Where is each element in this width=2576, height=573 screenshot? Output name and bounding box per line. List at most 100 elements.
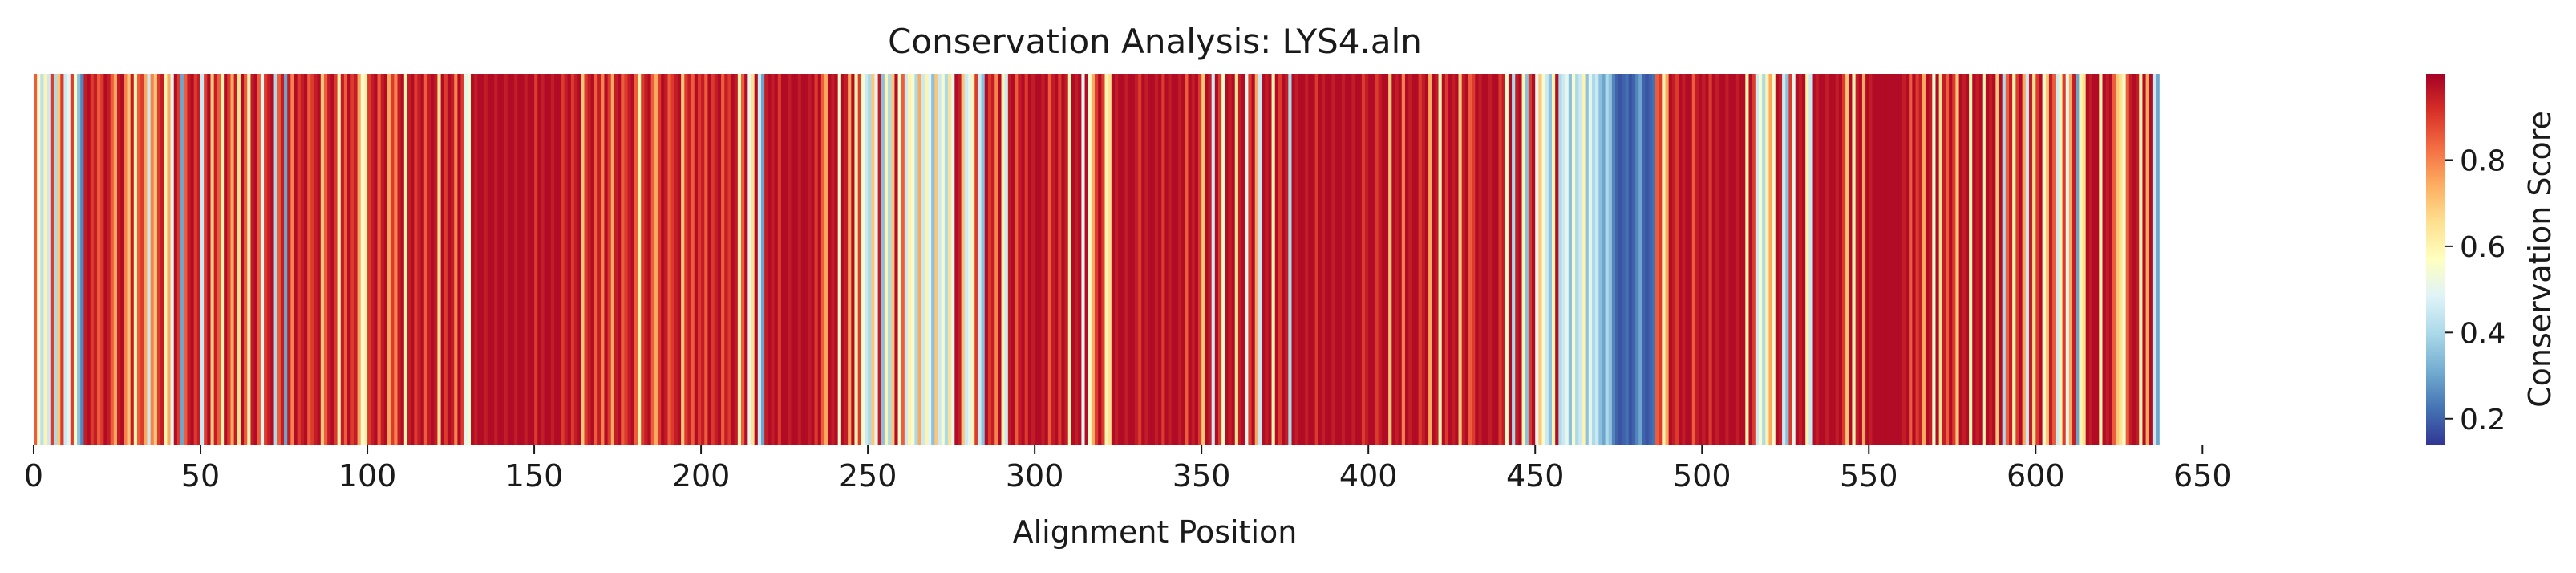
heatmap-cell — [794, 74, 799, 445]
heatmap-cell — [1007, 74, 1012, 445]
heatmap-cell — [764, 74, 768, 445]
colorbar-tick-label: 0.6 — [2460, 231, 2505, 264]
heatmap-cell — [2145, 74, 2150, 445]
heatmap-cell — [1648, 74, 1653, 445]
heatmap-cell — [1829, 74, 1833, 445]
heatmap-cell — [1071, 74, 1075, 445]
heatmap-cell — [113, 74, 118, 445]
heatmap-cell — [1755, 74, 1760, 445]
heatmap-cell — [280, 74, 285, 445]
heatmap-cell — [217, 74, 221, 445]
heatmap-cell — [804, 74, 808, 445]
heatmap-cell — [607, 74, 612, 445]
heatmap-cell — [360, 74, 365, 445]
heatmap-cell — [394, 74, 399, 445]
heatmap-cell — [724, 74, 728, 445]
heatmap-cell — [788, 74, 792, 445]
heatmap-cell — [1925, 74, 1930, 445]
x-tick-label: 500 — [1673, 458, 1732, 494]
heatmap-cell — [107, 74, 111, 445]
heatmap-cell — [257, 74, 261, 445]
heatmap-cell — [494, 74, 498, 445]
heatmap-cell — [1605, 74, 1610, 445]
heatmap-cell — [1571, 74, 1576, 445]
heatmap-cell — [964, 74, 969, 445]
heatmap-cell — [1138, 74, 1142, 445]
heatmap-cell — [1585, 74, 1590, 445]
heatmap-cell — [1058, 74, 1063, 445]
heatmap-cell — [917, 74, 922, 445]
heatmap-cell — [1815, 74, 1820, 445]
heatmap-cell — [1805, 74, 1809, 445]
heatmap-cell — [484, 74, 488, 445]
heatmap-cell — [1161, 74, 1165, 445]
heatmap-cell — [1325, 74, 1329, 445]
heatmap-cell — [888, 74, 892, 445]
heatmap-cell — [2079, 74, 2084, 445]
heatmap-cell — [1665, 74, 1670, 445]
heatmap-cell — [1999, 74, 2003, 445]
heatmap-cell — [2028, 74, 2033, 445]
heatmap-cell — [447, 74, 452, 445]
heatmap-cell — [1111, 74, 1116, 445]
heatmap-cell — [1348, 74, 1352, 445]
heatmap-cell — [1158, 74, 1162, 445]
heatmap-cell — [504, 74, 508, 445]
heatmap-cell — [944, 74, 949, 445]
x-axis: 0 50 100 150 200 250 300 350 400 450 500 550 600 650 — [24, 445, 2232, 494]
heatmap-cell — [958, 74, 962, 445]
heatmap-cell — [554, 74, 558, 445]
heatmap-cell — [227, 74, 232, 445]
heatmap-cell — [2035, 74, 2040, 445]
heatmap-cell — [1021, 74, 1026, 445]
heatmap-cell — [193, 74, 198, 445]
heatmap-cell — [1027, 74, 1032, 445]
heatmap-cell — [2072, 74, 2076, 445]
heatmap-cell — [1795, 74, 1800, 445]
heatmap-cell — [1582, 74, 1586, 445]
heatmap-cell — [2108, 74, 2113, 445]
heatmap-cell — [864, 74, 869, 445]
heatmap-cell — [707, 74, 712, 445]
heatmap-cell — [2139, 74, 2144, 445]
heatmap-cell — [237, 74, 241, 445]
heatmap-cell — [564, 74, 569, 445]
heatmap-cell — [1625, 74, 1630, 445]
heatmap-cell — [1248, 74, 1253, 445]
heatmap-cell — [454, 74, 458, 445]
heatmap-cell — [1388, 74, 1392, 445]
heatmap-cell — [784, 74, 788, 445]
heatmap-cell — [1595, 74, 1599, 445]
heatmap-cell — [1885, 74, 1889, 445]
heatmap-cell — [1444, 74, 1449, 445]
heatmap-cell — [2002, 74, 2007, 445]
heatmap-cell — [1505, 74, 1509, 445]
heatmap-cell — [1064, 74, 1069, 445]
heatmap-cell — [1221, 74, 1225, 445]
heatmap-cell — [1418, 74, 1423, 445]
heatmap-cell — [420, 74, 425, 445]
heatmap-cells — [34, 74, 2160, 445]
heatmap-cell — [60, 74, 65, 445]
heatmap-cell — [1872, 74, 1877, 445]
heatmap-cell — [1198, 74, 1202, 445]
heatmap-cell — [2052, 74, 2056, 445]
heatmap-cell — [601, 74, 606, 445]
heatmap-cell — [2032, 74, 2036, 445]
heatmap-cell — [1735, 74, 1740, 445]
heatmap-cell — [110, 74, 115, 445]
heatmap-cell — [1965, 74, 1970, 445]
heatmap-cell — [1615, 74, 1619, 445]
heatmap-cell — [1035, 74, 1039, 445]
heatmap-cell — [2082, 74, 2087, 445]
heatmap-cell — [1881, 74, 1886, 445]
heatmap-cell — [1902, 74, 1906, 445]
heatmap-cell — [1855, 74, 1860, 445]
x-tick-label: 50 — [181, 458, 220, 494]
colorbar-label: Conservation Score — [2522, 111, 2558, 408]
heatmap-cell — [224, 74, 228, 445]
heatmap-cell — [667, 74, 672, 445]
heatmap-cell — [240, 74, 245, 445]
heatmap-cell — [1588, 74, 1593, 445]
heatmap-cell — [327, 74, 331, 445]
